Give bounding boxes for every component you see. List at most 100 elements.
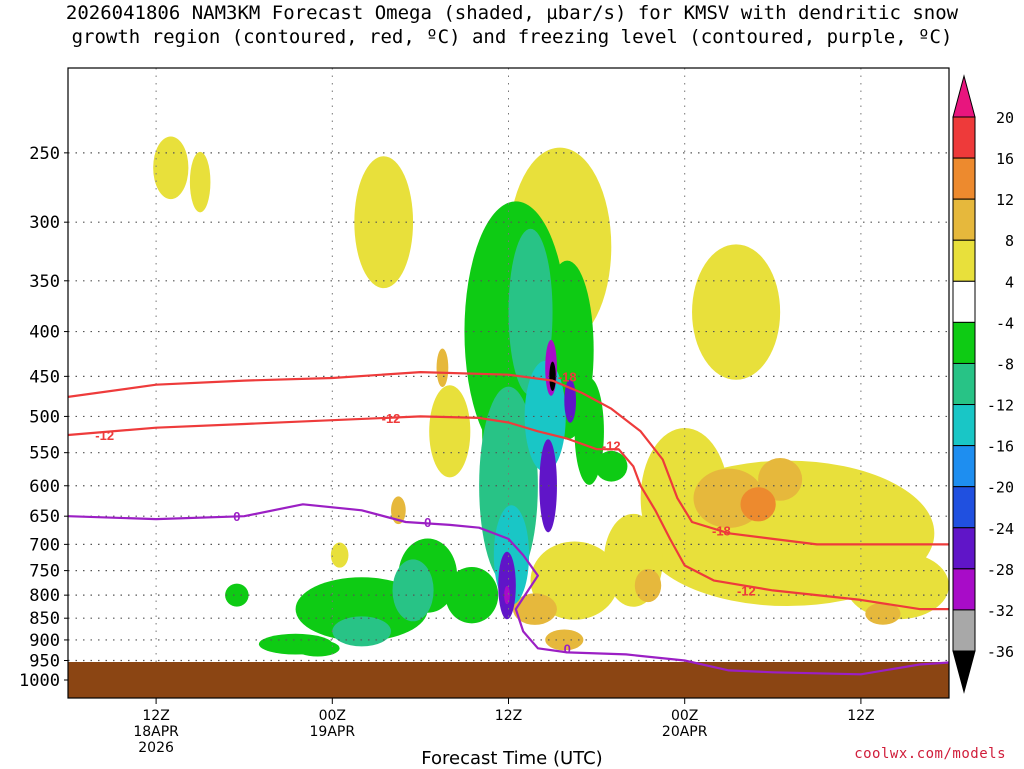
contour-label-0-1: -18 [712,524,731,539]
y-tick-label-600: 600 [29,477,60,497]
omega-region-28 [391,496,406,525]
contour-label-2-2: 0 [564,641,571,656]
y-tick-label-800: 800 [29,586,60,606]
x-tick-label-24-0: 00Z [319,708,346,724]
colorbar-swatch-9 [952,486,976,529]
colorbar-label-0: 20 [996,109,1014,127]
omega-region-10 [330,542,349,568]
colorbar-label-2: 12 [996,191,1014,209]
omega-region-38 [498,551,516,620]
y-tick-label-1000: 1000 [19,671,60,691]
omega-shading-layer [153,136,949,657]
colorbar-label-4: 4 [1005,273,1014,291]
omega-region-21 [595,450,628,482]
x-tick-label-24-1: 19APR [310,724,356,740]
colorbar-swatch-8 [952,445,976,488]
y-tick-label-350: 350 [29,272,60,292]
y-tick-label-700: 700 [29,535,60,555]
colorbar-label-3: 8 [1005,232,1014,250]
x-tick-label-48-0: 00Z [671,708,698,724]
omega-region-43 [549,361,556,392]
y-tick-label-850: 850 [29,609,60,629]
colorbar-legend: 20 16 12 8 4 -4 -8 -12 -16 -20 -24 -28 -32 -36 [952,74,1014,694]
contour-line-0 [68,371,949,546]
y-axis: 250 300 350 400 450 500 550 600 650 700 750 800 850 9… [19,144,68,691]
omega-region-9 [429,385,471,478]
y-tick-label-650: 650 [29,507,60,527]
colorbar-label-6: -8 [996,355,1014,373]
grid-layer [68,68,949,662]
omega-region-30 [436,348,449,388]
colorbar-label-10: -24 [987,520,1014,538]
omega-region-31 [392,559,434,622]
omega-region-27 [634,568,662,603]
colorbar-top-arrow [952,74,976,118]
colorbar-swatch-6 [952,362,976,406]
colorbar-swatch-5 [952,321,976,364]
contour-label-1-1: -12 [382,411,401,426]
contour-label-1-2: -12 [602,439,621,454]
contour-label-1-3: -12 [737,583,756,598]
y-tick-label-750: 750 [29,562,60,582]
ground-layer [68,662,949,698]
omega-region-15 [445,566,499,624]
colorbar-swatch-0 [952,116,976,159]
y-tick-label-500: 500 [29,407,60,427]
colorbar-label-7: -12 [987,397,1014,415]
colorbar-label-5: -4 [996,314,1014,332]
omega-region-1 [189,151,211,213]
colorbar-label-9: -20 [987,479,1014,497]
omega-region-20 [574,377,604,485]
omega-region-42 [504,586,510,605]
omega-region-6 [640,428,729,569]
y-tick-label-250: 250 [29,144,60,164]
contour-line-2 [68,503,949,676]
contour-layer: -18 -18 -12 -12 -12 -12 0 0 0 [68,369,949,676]
colorbar-label-12: -32 [987,602,1014,620]
contour-label-2-0: 0 [233,509,240,524]
chart-title-line2: growth region (contoured, red, ºC) and f… [71,26,953,48]
colorbar-label-1: 16 [996,150,1014,168]
contour-label-0-0: -18 [558,369,577,384]
contour-line-1 [68,415,949,611]
x-tick-label-12-2: 2026 [138,740,174,756]
omega-region-4 [692,244,781,380]
x-tick-label-12-1: 18APR [133,724,179,740]
x-tick-label-60-0: 12Z [847,708,874,724]
y-tick-label-950: 950 [29,651,60,671]
omega-region-16 [225,583,249,607]
colorbar-swatch-4 [952,280,976,323]
omega-region-25 [512,593,557,625]
y-tick-label-550: 550 [29,444,60,464]
x-axis-label: Forecast Time (UTC) [421,748,603,769]
colorbar-swatch-7 [952,404,976,447]
omega-region-0 [153,136,189,200]
colorbar-swatch-11 [952,568,976,611]
omega-region-34 [508,228,553,396]
colorbar-swatch-2 [952,198,976,241]
y-tick-label-400: 400 [29,323,60,343]
colorbar-swatch-10 [952,527,976,570]
omega-region-32 [332,616,392,647]
contour-label-1-0: -12 [95,428,114,443]
contour-label-2-1: 0 [424,515,431,530]
chart-title-line1: 2026041806 NAM3KM Forecast Omega (shaded… [65,2,959,24]
y-tick-label-450: 450 [29,367,60,387]
omega-region-24 [758,458,803,501]
colorbar-bottom-arrow [952,650,976,694]
omega-region-35 [740,487,776,522]
colorbar-swatch-3 [952,239,976,282]
x-tick-label-12-0: 12Z [142,708,169,724]
ground-fill [68,662,949,698]
y-tick-label-300: 300 [29,213,60,233]
omega-region-22 [295,640,340,657]
omega-region-37 [524,360,566,473]
colorbar-label-11: -28 [987,561,1014,579]
colorbar-swatch-1 [952,157,976,200]
x-tick-label-36-0: 12Z [495,708,522,724]
x-tick-label-48-1: 20APR [662,724,708,740]
omega-region-29 [865,602,901,625]
credit-text: coolwx.com/models [854,746,1006,762]
